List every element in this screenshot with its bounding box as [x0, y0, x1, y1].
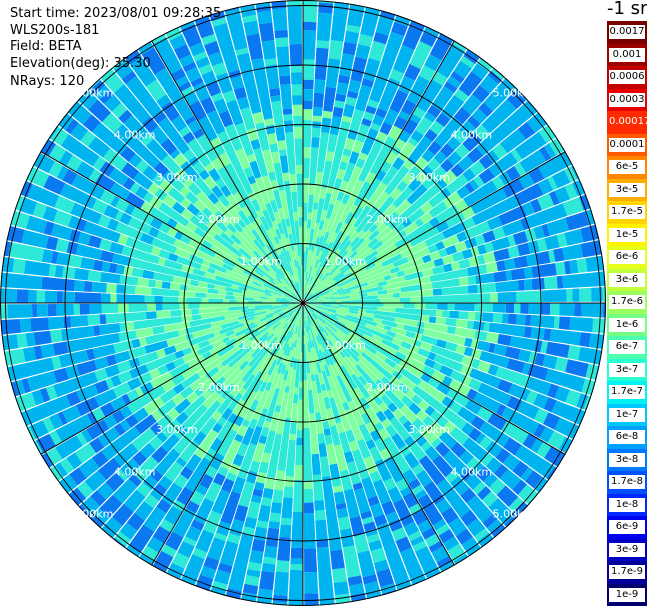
colorbar-level-label: 1e-9	[609, 587, 645, 602]
range-label: 2.00km	[198, 213, 240, 226]
range-label: 5.00km	[72, 507, 114, 520]
colorbar-level: 3e-8	[607, 448, 647, 471]
colorbar-level: 0.0017	[607, 21, 647, 44]
colorbar-level-label: 6e-7	[609, 340, 645, 354]
ray-gates	[0, 1, 606, 606]
colorbar-level-label: 0.0003	[609, 92, 645, 107]
colorbar-level-label: 1e-8	[609, 497, 645, 512]
nrays-text: NRays: 120	[10, 74, 85, 89]
colorbar-level-label: 0.0017	[609, 25, 645, 39]
colorbar-level: 6e-8	[607, 426, 647, 449]
colorbar-level-label: 1e-7	[609, 407, 645, 422]
colorbar-level-label: 0.001	[609, 47, 645, 62]
colorbar-level: 6e-6	[607, 246, 647, 269]
colorbar-level-label: 1.7e-5	[609, 205, 645, 219]
colorbar-level: 0.0003	[607, 88, 647, 111]
elevation-text: Elevation(deg): 35.30	[10, 55, 151, 71]
colorbar-level-label: 0.0001	[609, 137, 645, 152]
colorbar-level: 3e-5	[607, 178, 647, 201]
colorbar-level-label: 3e-5	[609, 182, 645, 197]
colorbar-level-label: 1.7e-9	[609, 565, 645, 579]
range-label: 3.00km	[156, 171, 198, 184]
range-label: 2.00km	[366, 381, 408, 394]
range-label: 1.00km	[324, 255, 366, 268]
range-rings-and-spokes	[0, 0, 606, 606]
range-label: 3.00km	[156, 423, 198, 436]
colorbar-level-label: 6e-8	[609, 430, 645, 444]
range-label: 5.00km	[493, 87, 535, 100]
ray-gates	[106, 104, 499, 493]
colorbar-level: 0.0006	[607, 66, 647, 89]
range-label: 4.00km	[451, 129, 493, 142]
colorbar-level: 1e-9	[607, 583, 647, 606]
colorbar-level: 6e-5	[607, 156, 647, 179]
field-text: Field: BETA	[10, 39, 82, 54]
colorbar-level: 1.7e-8	[607, 471, 647, 494]
range-label: 4.00km	[451, 465, 493, 478]
colorbar-level: 0.001	[607, 43, 647, 66]
colorbar-level-label: 3e-7	[609, 362, 645, 377]
colorbar-level-label: 1e-5	[609, 227, 645, 242]
colorbar-level-label: 3e-9	[609, 542, 645, 557]
colorbar-level-label: 1.7e-7	[609, 385, 645, 399]
azimuth-spoke	[40, 151, 566, 455]
colorbar-level-label: 3e-6	[609, 272, 645, 287]
colorbar-level-label: 1.7e-8	[609, 475, 645, 489]
colorbar-level-label: 6e-5	[609, 160, 645, 174]
colorbar-level: 6e-9	[607, 516, 647, 539]
colorbar-level-label: 6e-6	[609, 250, 645, 264]
colorbar-level-label: 6e-9	[609, 520, 645, 534]
colorbar-level: 1.7e-7	[607, 381, 647, 404]
colorbar-level: 1.7e-9	[607, 561, 647, 584]
colorbar-level: 0.0001	[607, 133, 647, 156]
colorbar-level: 1e-6	[607, 313, 647, 336]
range-label: 1.00km	[240, 339, 282, 352]
range-label: 2.00km	[198, 381, 240, 394]
colorbar-unit-label: -1 sr	[607, 0, 647, 19]
colorbar-level: 3e-7	[607, 358, 647, 381]
colorbar-level: 1.7e-5	[607, 201, 647, 224]
colorbar-level: 0.00017	[607, 111, 647, 134]
range-label: 5.00km	[72, 87, 114, 100]
colorbar-level-label: 3e-8	[609, 452, 645, 467]
range-label: 1.00km	[324, 339, 366, 352]
range-label: 4.00km	[114, 465, 156, 478]
colorbar-level: 1e-5	[607, 223, 647, 246]
range-label: 1.00km	[240, 255, 282, 268]
colorbar: 0.0017 0.001 0.0006 0.0003 0.00017 0.0001 6e-5…	[607, 21, 647, 606]
instrument-text: WLS200s-181	[10, 22, 100, 38]
colorbar-level: 6e-7	[607, 336, 647, 359]
ppi-scan-plot: 1.00km 1.00km 1.00km 1.00km 2.00km 2.00km 2.00…	[0, 0, 606, 606]
range-labels: 1.00km 1.00km 1.00km 1.00km 2.00km 2.00km 2.00…	[72, 87, 534, 521]
colorbar-level-label: 0.0006	[609, 70, 645, 84]
range-label: 4.00km	[114, 129, 156, 142]
range-label: 3.00km	[408, 171, 450, 184]
range-label: 5.00km	[493, 507, 535, 520]
colorbar-level: 3e-9	[607, 538, 647, 561]
colorbar-level-label: 1e-6	[609, 317, 645, 332]
colorbar-level: 1e-8	[607, 493, 647, 516]
colorbar-level-label: 0.00017	[609, 116, 647, 127]
colorbar-level-label: 1.7e-6	[609, 295, 645, 309]
range-label: 2.00km	[366, 213, 408, 226]
scan-info-panel: Start time: 2023/08/01 09:28:35 WLS200s-…	[10, 6, 221, 91]
start-time-text: Start time: 2023/08/01 09:28:35	[10, 6, 222, 21]
colorbar-level: 3e-6	[607, 268, 647, 291]
colorbar-level: 1.7e-6	[607, 291, 647, 314]
range-label: 3.00km	[408, 423, 450, 436]
colorbar-level: 1e-7	[607, 403, 647, 426]
